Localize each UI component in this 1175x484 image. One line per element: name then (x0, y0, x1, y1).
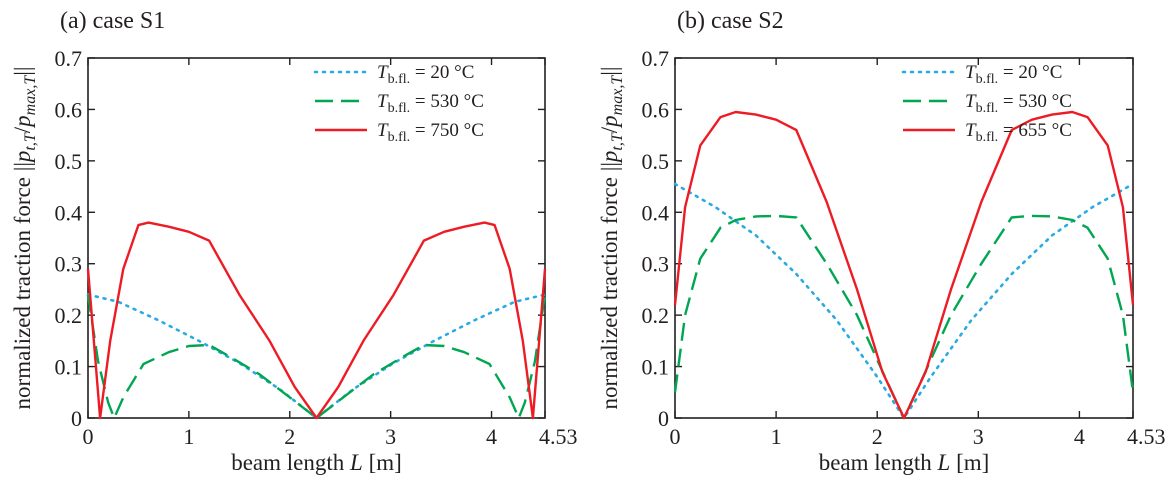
legend: Tb.fl. = 20 °C Tb.fl. = 530 °C Tb.fl. = 75… (313, 62, 484, 145)
y-tick-label: 0.1 (55, 355, 83, 380)
legend-label: Tb.fl. = 750 °C (377, 120, 484, 145)
series-line (86, 294, 547, 420)
legend-label: Tb.fl. = 20 °C (377, 62, 474, 87)
y-tick-label: 0.1 (642, 355, 670, 380)
y-tick-label: 0.5 (642, 149, 670, 174)
series-line (673, 182, 1135, 420)
series-line (86, 221, 547, 420)
x-tick-label: 4.53 (539, 424, 578, 449)
y-tick-label: 0.5 (55, 149, 83, 174)
y-tick-label: 0 (658, 406, 669, 431)
x-tick-label: 0 (670, 424, 681, 449)
y-tick-label: 0.6 (642, 97, 670, 122)
legend-label: Tb.fl. = 20 °C (965, 62, 1062, 87)
x-tick-label: 3 (385, 424, 396, 449)
plot-frame (87, 57, 546, 419)
legend-label: Tb.fl. = 530 °C (377, 91, 484, 116)
x-tick-label: 2 (284, 424, 295, 449)
legend-label: Tb.fl. = 530 °C (965, 91, 1072, 116)
x-tick-label: 0 (83, 424, 94, 449)
x-tick-label: 4 (486, 424, 497, 449)
x-tick-label: 1 (771, 424, 782, 449)
series-line (673, 214, 1135, 420)
legend-label: Tb.fl. = 655 °C (965, 120, 1072, 145)
y-tick-label: 0.7 (642, 46, 670, 71)
y-tick-label: 0.4 (642, 200, 670, 225)
y-tick-label: 0.3 (55, 252, 83, 277)
y-tick-label: 0.4 (55, 200, 83, 225)
y-tick-label: 0.2 (55, 303, 83, 328)
x-tick-label: 4.53 (1127, 424, 1166, 449)
y-tick-label: 0 (71, 406, 82, 431)
chart-title: (a) case S1 (60, 8, 165, 34)
x-axis-label: beam length L [m] (231, 450, 402, 475)
chart-panel-a: (a) case S1 0 0.1 0.2 0.3 0.4 0.5 0.6 0.7 0 1 2 3 4 4.… (10, 8, 578, 475)
y-tick-label: 0.3 (642, 252, 670, 277)
legend: Tb.fl. = 20 °C Tb.fl. = 530 °C Tb.fl. = 65… (901, 62, 1072, 145)
y-tick-label: 0.2 (642, 303, 670, 328)
series-line (673, 110, 1135, 420)
y-tick-label: 0.7 (55, 46, 83, 71)
x-tick-label: 1 (183, 424, 194, 449)
x-axis-label: beam length L [m] (819, 450, 990, 475)
chart-title: (b) case S2 (677, 8, 784, 34)
x-tick-label: 3 (973, 424, 984, 449)
chart-panel-b: (b) case S2 0 0.1 0.2 0.3 0.4 0.5 0.6 0.7 0 1 2 3 4 4.… (597, 8, 1166, 475)
y-tick-label: 0.6 (55, 97, 83, 122)
x-tick-label: 4 (1074, 424, 1085, 449)
x-tick-label: 2 (872, 424, 883, 449)
series-line (86, 293, 547, 420)
y-axis-label: normalized traction force ||pt,T/pmax,T|… (597, 67, 626, 410)
y-axis-label: normalized traction force ||pt,T/pmax,T|… (10, 67, 39, 410)
